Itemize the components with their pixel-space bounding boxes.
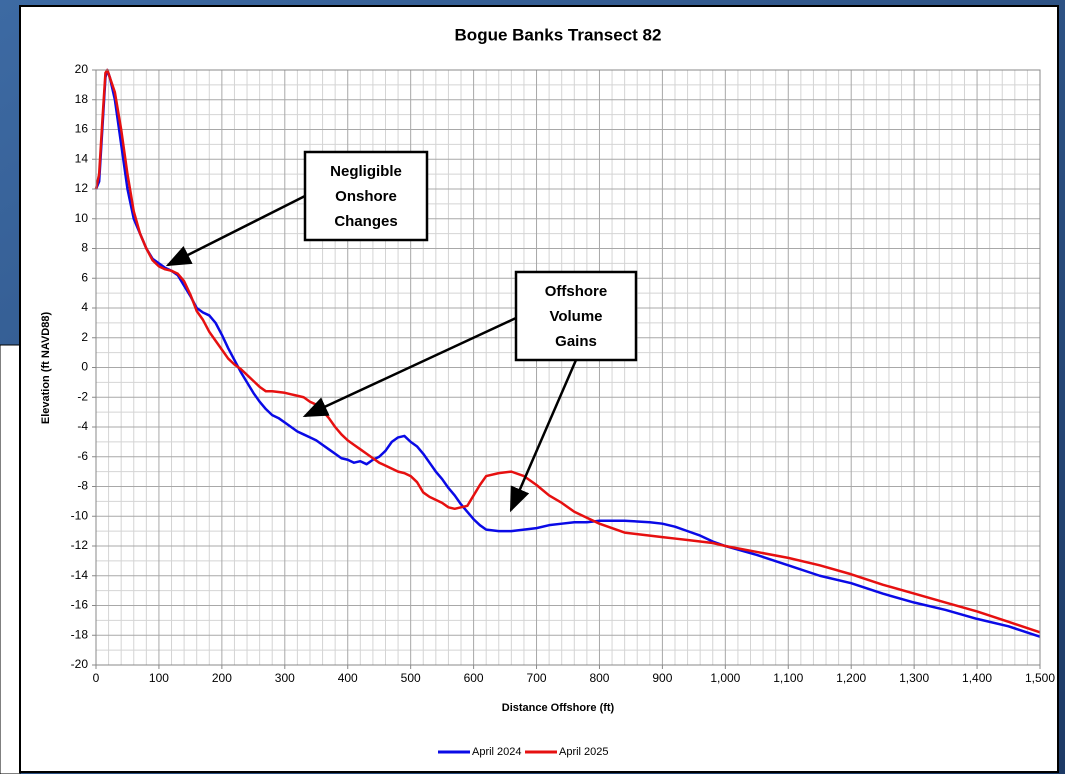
x-tick-label: 600 bbox=[464, 671, 484, 685]
page: Bogue Banks Transect 82 Distance Offshor… bbox=[0, 0, 1065, 774]
chart: Bogue Banks Transect 82 Distance Offshor… bbox=[0, 0, 1065, 774]
y-tick-label: -2 bbox=[77, 389, 88, 403]
annotation-text: Negligible bbox=[330, 163, 402, 180]
y-tick-label: 6 bbox=[81, 270, 88, 284]
x-tick-label: 1,100 bbox=[773, 671, 803, 685]
y-tick-label: 0 bbox=[81, 360, 88, 374]
y-tick-label: -20 bbox=[71, 657, 89, 671]
x-tick-label: 0 bbox=[93, 671, 100, 685]
x-tick-label: 700 bbox=[527, 671, 547, 685]
x-tick-label: 1,000 bbox=[710, 671, 740, 685]
y-tick-label: -18 bbox=[71, 627, 89, 641]
x-tick-label: 300 bbox=[275, 671, 295, 685]
x-tick-label: 400 bbox=[338, 671, 358, 685]
chart-title: Bogue Banks Transect 82 bbox=[455, 25, 662, 44]
x-tick-label: 1,300 bbox=[899, 671, 929, 685]
y-tick-label: 12 bbox=[75, 181, 89, 195]
y-tick-label: 14 bbox=[75, 151, 89, 165]
x-tick-label: 100 bbox=[149, 671, 169, 685]
x-tick-label: 1,400 bbox=[962, 671, 992, 685]
y-tick-label: 16 bbox=[75, 122, 89, 136]
y-tick-label: -12 bbox=[71, 538, 89, 552]
x-tick-label: 1,200 bbox=[836, 671, 866, 685]
legend-label: April 2025 bbox=[559, 746, 609, 758]
y-tick-label: 4 bbox=[81, 300, 88, 314]
x-axis-label: Distance Offshore (ft) bbox=[502, 702, 615, 714]
y-tick-label: 20 bbox=[75, 62, 89, 76]
x-tick-label: 200 bbox=[212, 671, 232, 685]
y-tick-label: -4 bbox=[77, 419, 88, 433]
legend-label: April 2024 bbox=[472, 746, 522, 758]
chart-panel bbox=[20, 6, 1058, 772]
y-tick-label: 18 bbox=[75, 92, 89, 106]
y-tick-label: -6 bbox=[77, 449, 88, 463]
y-axis-label: Elevation (ft NAVD88) bbox=[40, 312, 52, 425]
x-tick-label: 500 bbox=[401, 671, 421, 685]
y-tick-label: 8 bbox=[81, 241, 88, 255]
y-tick-label: -14 bbox=[71, 568, 89, 582]
annotation-text: Onshore bbox=[335, 188, 397, 205]
side-panel bbox=[0, 345, 20, 774]
annotation-text: Changes bbox=[334, 213, 397, 230]
y-tick-label: -16 bbox=[71, 598, 89, 612]
y-tick-label: 10 bbox=[75, 211, 89, 225]
x-tick-label: 900 bbox=[652, 671, 672, 685]
annotation-text: Volume bbox=[549, 308, 602, 325]
annotation-text: Offshore bbox=[545, 283, 608, 300]
y-tick-label: 2 bbox=[81, 330, 88, 344]
y-tick-label: -8 bbox=[77, 479, 88, 493]
annotation-text: Gains bbox=[555, 333, 597, 350]
x-tick-label: 1,500 bbox=[1025, 671, 1055, 685]
x-tick-label: 800 bbox=[589, 671, 609, 685]
y-tick-label: -10 bbox=[71, 508, 89, 522]
